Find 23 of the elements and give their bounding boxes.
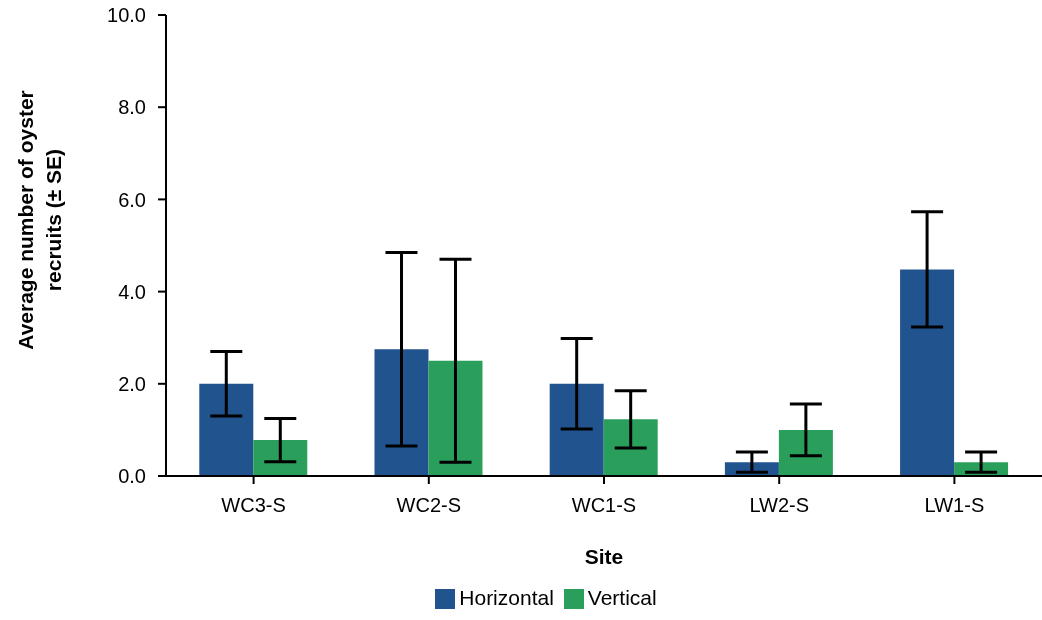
bar (253, 440, 308, 476)
x-tick-label: WC1-S (571, 494, 637, 517)
legend-label: Vertical (587, 586, 657, 609)
y-tick-label: 0.0 (118, 465, 146, 488)
bar (778, 429, 833, 476)
y-tick-label: 4.0 (118, 280, 146, 303)
y-tick-label: 10.0 (107, 4, 146, 27)
y-tick-label: 6.0 (118, 188, 146, 211)
bar (549, 383, 604, 476)
x-tick-label: WC3-S (221, 494, 286, 517)
legend-label: Horizontal (459, 586, 554, 609)
y-tick-label: 8.0 (118, 96, 146, 119)
bar (900, 269, 955, 476)
x-axis-title: Site (584, 545, 624, 568)
bar (603, 419, 658, 476)
y-tick-label: 2.0 (118, 372, 146, 395)
x-tick-label: LW1-S (924, 494, 985, 517)
y-axis-title: Average number of oyster recruits (± SE) (13, 89, 66, 352)
x-tick-label: WC2-S (396, 494, 462, 517)
x-tick-label: LW2-S (749, 494, 810, 517)
bar (199, 383, 254, 476)
bar (428, 360, 483, 476)
bar (374, 349, 429, 476)
